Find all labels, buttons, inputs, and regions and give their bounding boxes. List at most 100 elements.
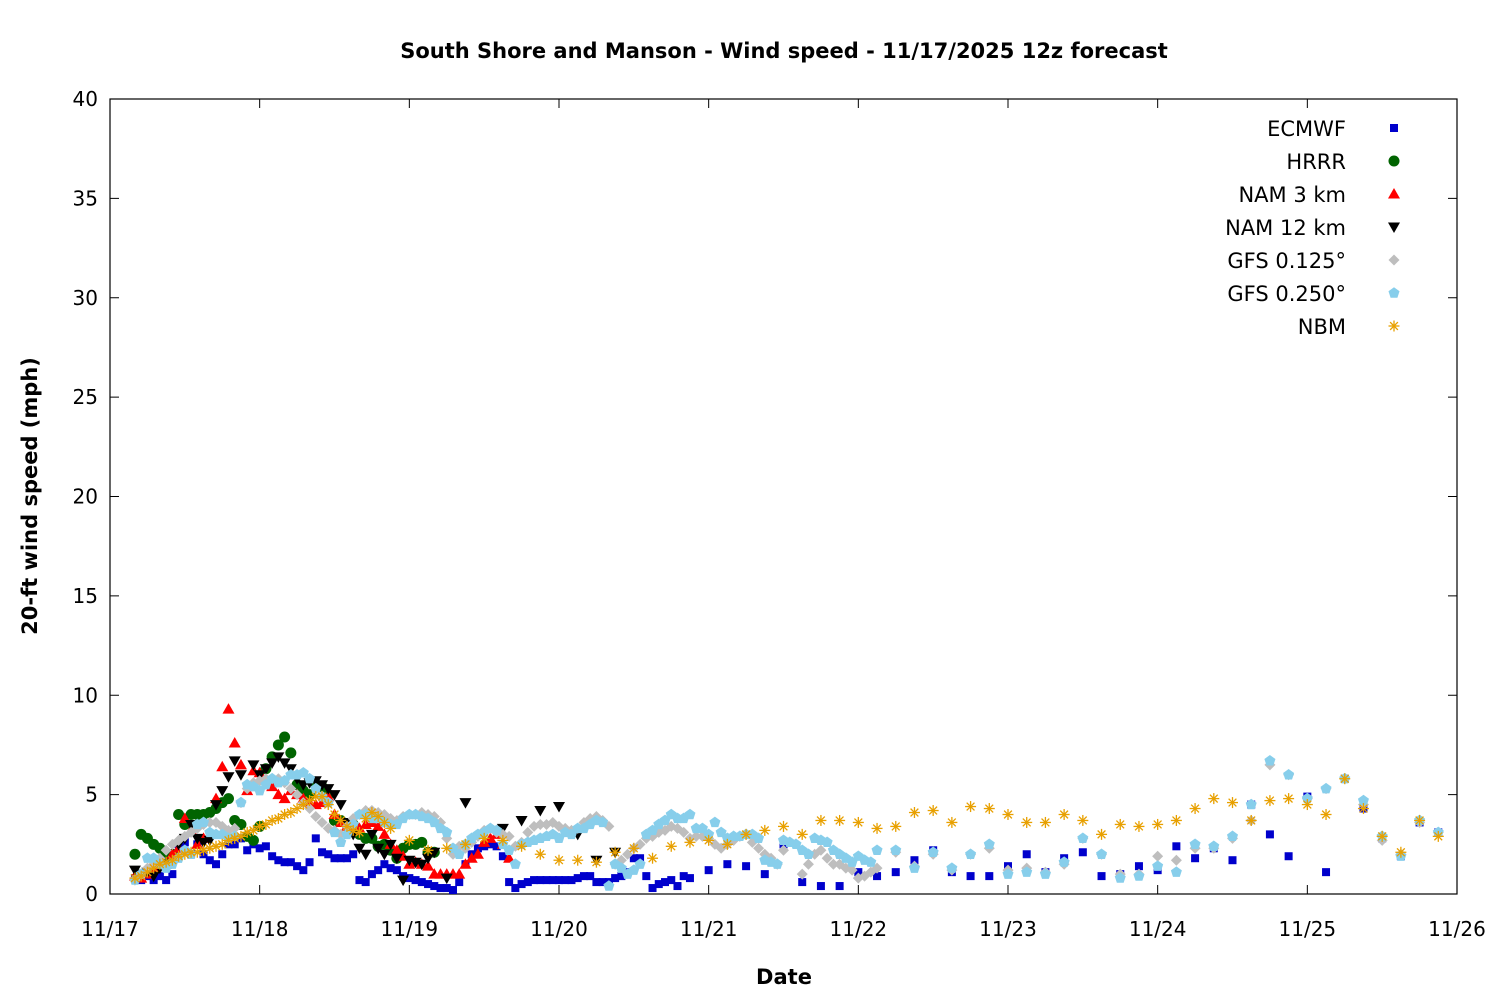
point-ecmwf (642, 872, 651, 881)
point-gfs-0-125 (815, 844, 827, 856)
point-gfs-0-125 (304, 803, 316, 815)
point-gfs-0-250 (1133, 870, 1145, 881)
point-gfs-0-250 (1226, 830, 1239, 842)
point-gfs-0-250 (715, 826, 727, 838)
point-gfs-0-125 (778, 844, 789, 856)
point-ecmwf (336, 854, 345, 863)
series-nbm (129, 773, 1444, 884)
point-nam-12-km (534, 806, 547, 817)
point-nbm (1339, 773, 1351, 785)
point-gfs-0-125 (1152, 850, 1164, 862)
point-ecmwf (542, 876, 551, 885)
point-nbm (304, 795, 316, 807)
point-ecmwf (511, 884, 520, 893)
point-gfs-0-250 (235, 796, 247, 808)
point-nbm (1039, 816, 1051, 828)
point-nam-12-km (334, 800, 347, 811)
point-nbm (1283, 793, 1295, 805)
point-nam-12-km (228, 756, 241, 767)
point-ecmwf (268, 852, 277, 861)
point-ecmwf (324, 850, 333, 859)
legend-marker-nam-12-km (1388, 222, 1400, 233)
point-nbm (815, 814, 827, 826)
point-ecmwf (598, 878, 607, 887)
point-nbm (1376, 830, 1388, 842)
point-nbm (1245, 814, 1257, 826)
point-nbm (778, 820, 789, 832)
point-gfs-0-250 (634, 858, 646, 869)
point-nbm (1133, 820, 1145, 832)
point-ecmwf (517, 880, 526, 889)
point-ecmwf (330, 854, 339, 863)
point-ecmwf (835, 882, 844, 891)
legend-marker-gfs-0-250 (1388, 287, 1400, 298)
point-nbm (1096, 828, 1108, 840)
point-nbm (353, 826, 365, 838)
point-hrrr (416, 836, 428, 848)
point-ecmwf (280, 858, 289, 867)
point-gfs-0-125 (285, 783, 297, 795)
point-ecmwf (293, 862, 302, 871)
point-ecmwf (723, 860, 732, 869)
point-ecmwf (1134, 862, 1143, 871)
point-nbm (441, 842, 453, 854)
point-gfs-0-125 (678, 826, 690, 838)
point-ecmwf (492, 842, 501, 851)
point-hrrr (222, 793, 234, 805)
point-ecmwf (367, 870, 376, 879)
point-nam-3-km (503, 852, 516, 863)
point-ecmwf (436, 884, 445, 893)
point-gfs-0-250 (453, 848, 465, 859)
legend-label-ecmwf: ECMWF (1267, 117, 1346, 141)
point-gfs-0-250 (615, 862, 627, 873)
point-nbm (1152, 818, 1164, 830)
point-ecmwf (205, 856, 214, 865)
point-ecmwf (286, 858, 295, 867)
point-gfs-0-250 (983, 838, 995, 849)
point-ecmwf (816, 882, 825, 891)
point-ecmwf (579, 872, 588, 881)
point-nbm (341, 820, 353, 832)
point-gfs-0-125 (503, 830, 515, 842)
point-ecmwf (162, 876, 171, 885)
point-nbm (740, 828, 752, 840)
data-points (128, 703, 1444, 895)
point-gfs-0-125 (522, 826, 534, 838)
point-nbm (1395, 846, 1407, 858)
x-tick-label: 11/25 (1279, 917, 1337, 941)
x-tick-label: 11/22 (830, 917, 888, 941)
point-gfs-0-250 (428, 816, 440, 828)
point-ecmwf (218, 850, 227, 859)
point-nam-3-km (484, 832, 497, 843)
point-ecmwf (392, 866, 401, 875)
y-axis-label: 20-ft wind speed (mph) (18, 357, 42, 635)
point-nam-3-km (422, 860, 435, 871)
point-gfs-0-250 (198, 816, 210, 828)
point-ecmwf (648, 884, 657, 893)
point-gfs-0-250 (703, 828, 715, 840)
legend-marker-nam-3-km (1388, 188, 1400, 199)
y-tick-label: 35 (73, 186, 98, 210)
point-nam-12-km (553, 802, 565, 813)
point-gfs-0-250 (297, 766, 309, 778)
point-nam-12-km (459, 798, 472, 809)
point-gfs-0-250 (871, 844, 883, 855)
point-nam-12-km (328, 790, 341, 801)
point-nam-3-km (378, 828, 391, 839)
point-nam-12-km (266, 758, 279, 769)
point-ecmwf (586, 872, 595, 881)
point-gfs-0-125 (316, 816, 328, 828)
legend-label-nam-3-km: NAM 3 km (1238, 183, 1346, 207)
point-ecmwf (704, 866, 713, 875)
point-nbm (684, 836, 696, 848)
point-nam-12-km (272, 752, 285, 763)
point-hrrr (285, 747, 297, 759)
x-tick-label: 11/21 (680, 917, 738, 941)
point-nbm (1002, 809, 1014, 820)
point-nam-12-km (397, 875, 410, 887)
point-nbm (609, 846, 621, 858)
point-nbm (478, 832, 490, 844)
point-gfs-0-250 (790, 838, 802, 849)
point-ecmwf (1322, 868, 1331, 877)
point-gfs-0-250 (1002, 868, 1014, 879)
